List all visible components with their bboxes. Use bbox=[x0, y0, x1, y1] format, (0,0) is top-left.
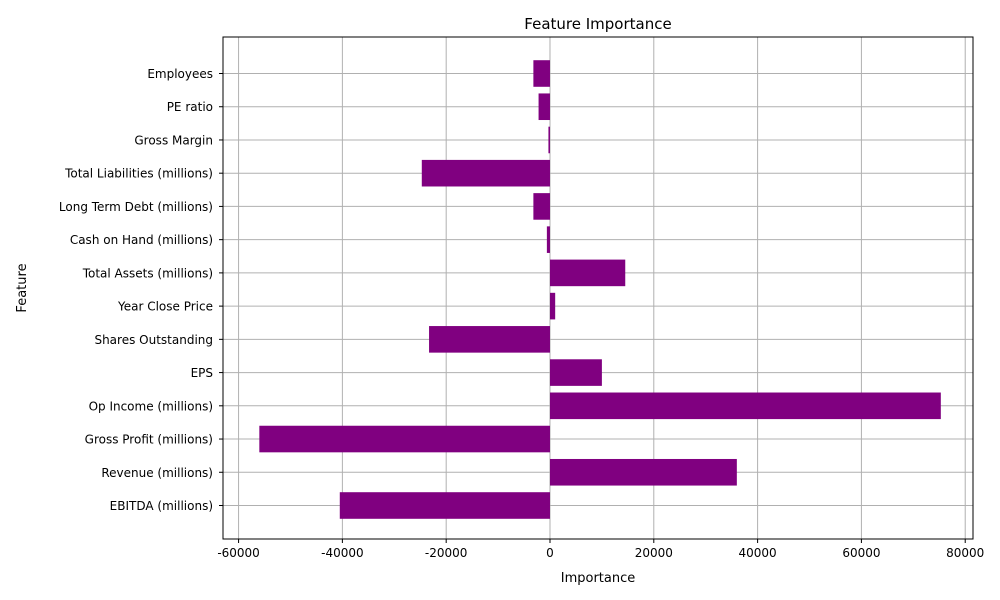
y-tick-label: Gross Profit (millions) bbox=[85, 433, 213, 447]
bar bbox=[549, 359, 602, 386]
bar bbox=[549, 392, 941, 420]
bar bbox=[533, 193, 550, 220]
bar bbox=[339, 492, 550, 519]
y-tick-label: EBITDA (millions) bbox=[110, 499, 213, 513]
x-tick-label: 80000 bbox=[946, 546, 984, 560]
bar bbox=[546, 226, 550, 253]
y-tick-label: Revenue (millions) bbox=[101, 466, 213, 480]
x-tick-label: 60000 bbox=[842, 546, 880, 560]
y-axis-label: Feature bbox=[15, 263, 30, 312]
x-tick-label: 20000 bbox=[635, 546, 673, 560]
bar bbox=[549, 259, 626, 287]
x-tick-label: 0 bbox=[546, 546, 554, 560]
y-tick-label: Long Term Debt (millions) bbox=[59, 200, 213, 214]
plot-frame bbox=[222, 36, 974, 540]
y-tick-label: Gross Margin bbox=[134, 133, 213, 147]
x-axis-label: Importance bbox=[561, 571, 636, 586]
y-tick-label: Shares Outstanding bbox=[94, 333, 213, 347]
bar bbox=[259, 425, 550, 453]
x-tick-label: -60000 bbox=[217, 546, 260, 560]
bar bbox=[429, 326, 550, 353]
chart-title: Feature Importance bbox=[524, 15, 671, 33]
bar bbox=[549, 458, 737, 486]
x-tick-label: -40000 bbox=[321, 546, 364, 560]
ticks-layer: -60000 -40000 -20000 0 20000 40000 60000 80000 E… bbox=[59, 67, 984, 560]
bar bbox=[538, 93, 550, 121]
y-tick-label: Total Assets (millions) bbox=[82, 266, 213, 280]
bars-layer bbox=[259, 60, 941, 519]
x-tick-label: 40000 bbox=[739, 546, 777, 560]
x-tick-label: -20000 bbox=[425, 546, 468, 560]
y-tick-label: Total Liabilities (millions) bbox=[64, 167, 213, 181]
bar bbox=[533, 60, 550, 87]
y-tick-label: Op Income (millions) bbox=[89, 399, 213, 413]
y-tick-label: EPS bbox=[191, 366, 213, 380]
y-tick-label: PE ratio bbox=[167, 100, 213, 114]
y-tick-label: Year Close Price bbox=[117, 300, 213, 314]
bar bbox=[421, 159, 550, 187]
bar bbox=[549, 292, 556, 320]
y-tick-label: Employees bbox=[147, 67, 213, 81]
y-tick-label: Cash on Hand (millions) bbox=[70, 233, 213, 247]
bar bbox=[548, 126, 550, 154]
